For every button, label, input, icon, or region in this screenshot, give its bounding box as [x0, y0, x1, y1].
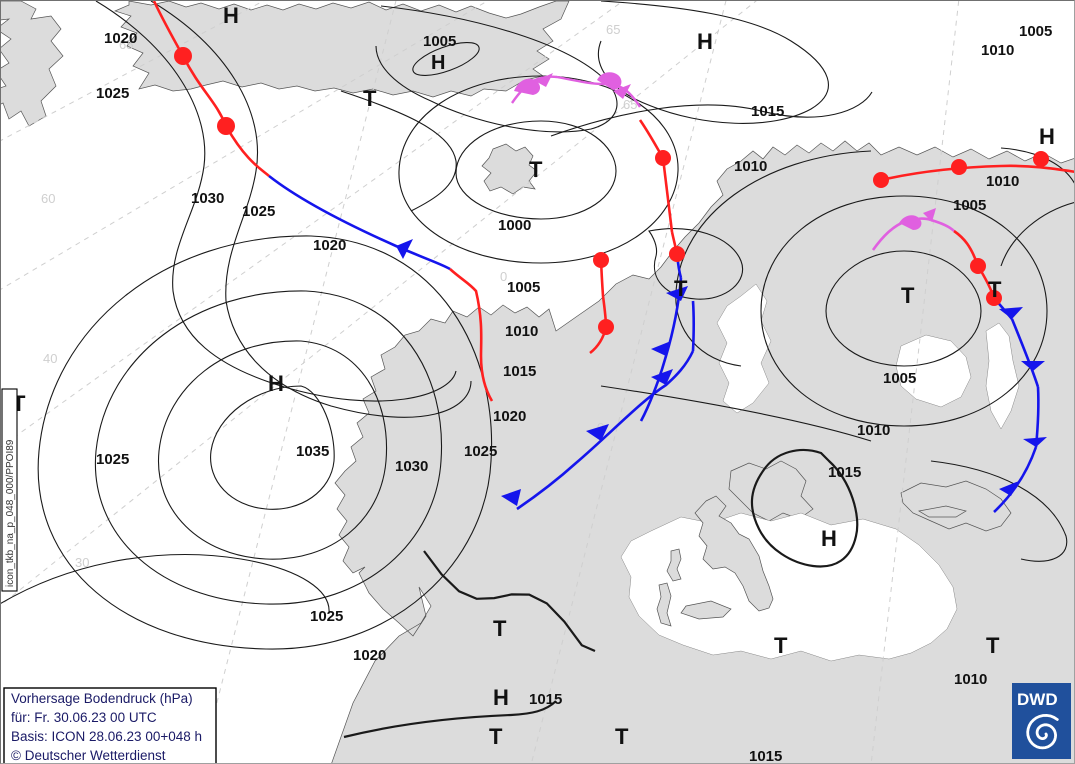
- svg-text:T: T: [774, 633, 788, 658]
- svg-text:H: H: [1039, 124, 1055, 149]
- svg-text:1025: 1025: [310, 608, 343, 625]
- svg-text:Basis: ICON 28.06.23 00+048 h: Basis: ICON 28.06.23 00+048 h: [11, 729, 202, 744]
- svg-text:1025: 1025: [96, 85, 129, 102]
- svg-text:T: T: [489, 724, 503, 749]
- svg-text:1035: 1035: [296, 443, 329, 460]
- svg-text:T: T: [901, 283, 915, 308]
- svg-text:T: T: [529, 157, 543, 182]
- svg-text:H: H: [431, 52, 445, 74]
- svg-text:T: T: [674, 276, 688, 301]
- svg-text:T: T: [988, 277, 1002, 302]
- svg-text:H: H: [821, 526, 837, 551]
- svg-text:1010: 1010: [505, 323, 538, 340]
- svg-text:1005: 1005: [507, 279, 540, 296]
- svg-text:1010: 1010: [857, 422, 890, 439]
- svg-text:1000: 1000: [498, 217, 531, 234]
- svg-text:1015: 1015: [529, 691, 562, 708]
- svg-text:T: T: [493, 616, 507, 641]
- svg-text:40: 40: [43, 351, 57, 366]
- svg-text:1005: 1005: [423, 33, 456, 50]
- svg-text:1005: 1005: [953, 197, 986, 214]
- svg-text:1025: 1025: [242, 203, 275, 220]
- svg-text:H: H: [223, 3, 239, 28]
- svg-text:1015: 1015: [828, 464, 861, 481]
- svg-text:1020: 1020: [104, 30, 137, 47]
- svg-text:1010: 1010: [734, 158, 767, 175]
- svg-text:65: 65: [606, 22, 620, 37]
- svg-text:1020: 1020: [313, 237, 346, 254]
- svg-text:icon_tkb_na_p_048_000/PPOI89: icon_tkb_na_p_048_000/PPOI89: [5, 439, 16, 587]
- svg-text:1020: 1020: [493, 408, 526, 425]
- svg-text:DWD: DWD: [1017, 690, 1058, 709]
- svg-text:H: H: [268, 371, 284, 396]
- svg-text:1030: 1030: [191, 190, 224, 207]
- svg-text:1025: 1025: [96, 451, 129, 468]
- svg-text:1015: 1015: [749, 748, 782, 764]
- svg-text:1015: 1015: [503, 363, 536, 380]
- svg-text:1005: 1005: [1019, 23, 1052, 40]
- svg-text:H: H: [697, 29, 713, 54]
- svg-text:1010: 1010: [981, 42, 1014, 59]
- svg-text:1015: 1015: [751, 103, 784, 120]
- svg-text:Vorhersage Bodendruck (hPa): Vorhersage Bodendruck (hPa): [11, 691, 193, 706]
- svg-text:© Deutscher Wetterdienst: © Deutscher Wetterdienst: [11, 748, 166, 763]
- svg-text:T: T: [363, 86, 377, 111]
- svg-text:1010: 1010: [954, 671, 987, 688]
- svg-text:1025: 1025: [464, 443, 497, 460]
- svg-text:1005: 1005: [883, 370, 916, 387]
- svg-text:60: 60: [41, 191, 55, 206]
- svg-text:1030: 1030: [395, 458, 428, 475]
- svg-text:T: T: [986, 633, 1000, 658]
- svg-text:H: H: [493, 685, 509, 710]
- svg-text:1020: 1020: [353, 647, 386, 664]
- svg-text:für: Fr. 30.06.23 00 UTC: für: Fr. 30.06.23 00 UTC: [11, 710, 157, 725]
- svg-text:1010: 1010: [986, 173, 1019, 190]
- svg-text:T: T: [615, 724, 629, 749]
